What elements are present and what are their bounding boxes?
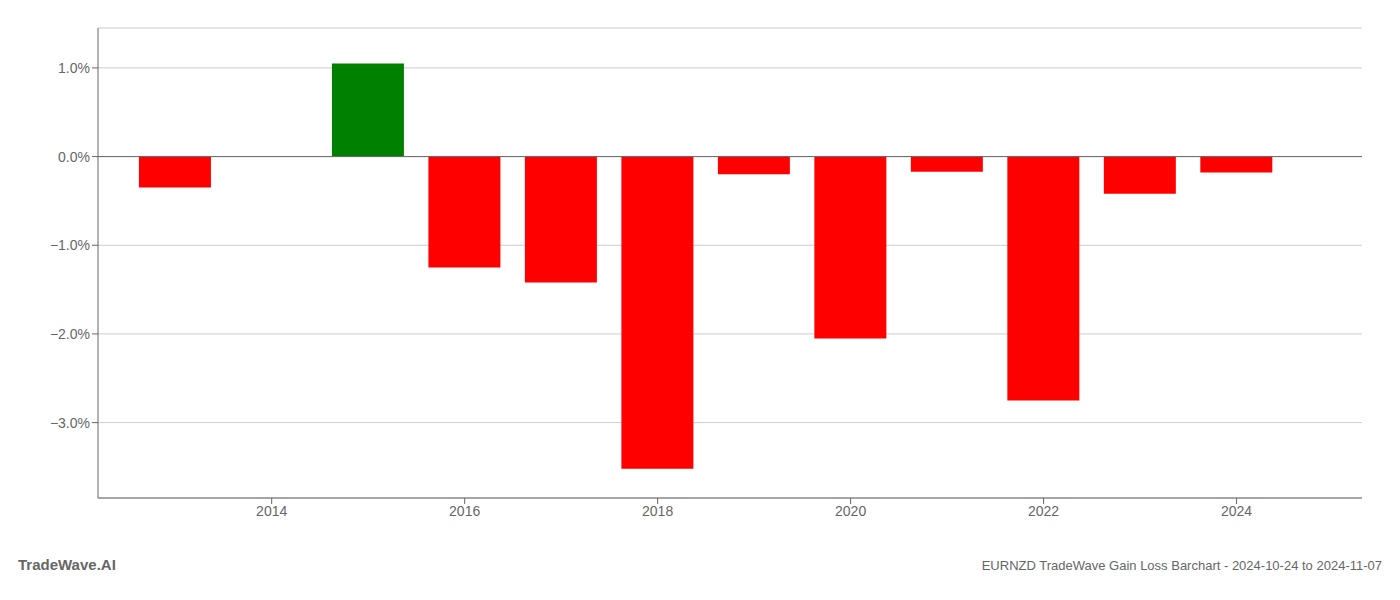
- svg-text:−1.0%: −1.0%: [50, 237, 90, 253]
- svg-text:2024: 2024: [1221, 503, 1252, 519]
- svg-text:2020: 2020: [835, 503, 866, 519]
- svg-text:−3.0%: −3.0%: [50, 415, 90, 431]
- svg-text:2016: 2016: [449, 503, 480, 519]
- svg-text:2022: 2022: [1028, 503, 1059, 519]
- svg-text:2018: 2018: [642, 503, 673, 519]
- svg-text:2014: 2014: [256, 503, 287, 519]
- svg-text:−2.0%: −2.0%: [50, 326, 90, 342]
- html-text:EURNZD TradeWave Gain Loss Bar: EURNZD TradeWave Gain Loss Barchart - 20…: [981, 558, 1382, 573]
- svg-text:0.0%: 0.0%: [58, 149, 90, 165]
- svg-text:1.0%: 1.0%: [58, 60, 90, 76]
- html-text:TradeWave.AI: TradeWave.AI: [18, 556, 116, 573]
